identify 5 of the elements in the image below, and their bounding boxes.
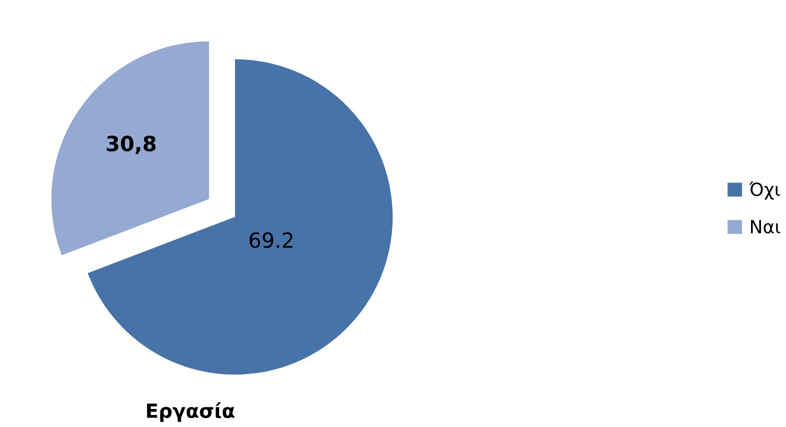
data-label: 30,8	[106, 136, 156, 154]
text: Εργασία	[147, 402, 234, 422]
legend-label: Ναι	[751, 220, 780, 234]
data-label: 69.2	[250, 232, 292, 248]
legend-label: Όχι	[749, 181, 780, 200]
